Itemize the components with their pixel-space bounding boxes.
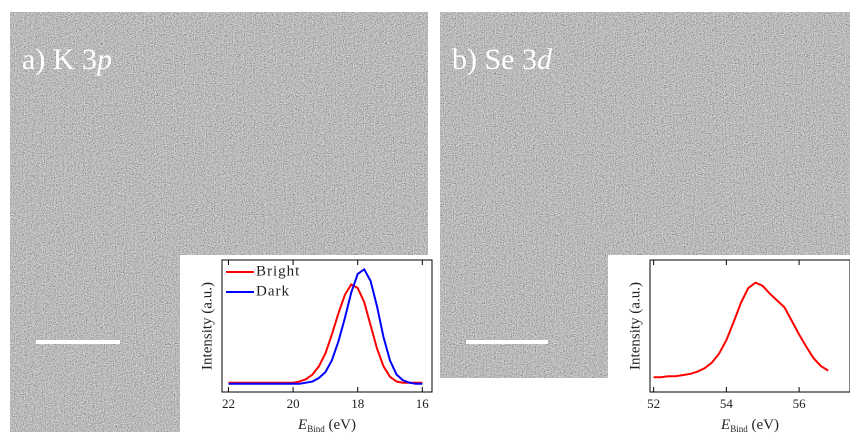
x-tick-label: 20 bbox=[287, 396, 300, 411]
x-tick-label: 16 bbox=[416, 396, 430, 411]
line bbox=[228, 267, 423, 385]
x-label-symbol: E bbox=[720, 417, 730, 433]
inset-background bbox=[608, 255, 850, 437]
y-axis-label: Intensity (a.u.) bbox=[627, 282, 643, 370]
legend-label: Dark bbox=[256, 283, 290, 299]
x-axis-label: EBind (eV) bbox=[297, 417, 356, 434]
x-label-subscript: Bind bbox=[307, 424, 325, 434]
x-tick-label: 22 bbox=[222, 396, 235, 411]
x-tick-label: 52 bbox=[647, 396, 660, 411]
x-tick-label: 18 bbox=[351, 396, 364, 411]
x-label-unit: (eV) bbox=[751, 417, 778, 433]
x-axis-label: EBind (eV) bbox=[720, 417, 779, 434]
x-tick-label: 54 bbox=[720, 396, 734, 411]
x-label-unit: (eV) bbox=[328, 417, 355, 433]
panel-label: b) Se 3d bbox=[452, 43, 553, 76]
x-label-symbol: E bbox=[297, 417, 307, 433]
legend-label: Bright bbox=[256, 263, 300, 279]
label-italic: d bbox=[537, 43, 553, 76]
panel-label: a) K 3p bbox=[22, 43, 112, 76]
x-tick-label: 56 bbox=[793, 396, 807, 411]
label-italic: p bbox=[95, 43, 112, 76]
label-text: a) K 3 bbox=[22, 43, 97, 76]
plot-frame bbox=[221, 259, 433, 393]
line bbox=[653, 281, 829, 379]
line bbox=[228, 283, 423, 384]
label-text: b) Se 3 bbox=[452, 43, 537, 76]
plot-frame bbox=[649, 259, 850, 393]
x-label-subscript: Bind bbox=[730, 424, 748, 434]
inset-background bbox=[180, 255, 436, 437]
y-axis-label: Intensity (a.u.) bbox=[199, 282, 215, 370]
